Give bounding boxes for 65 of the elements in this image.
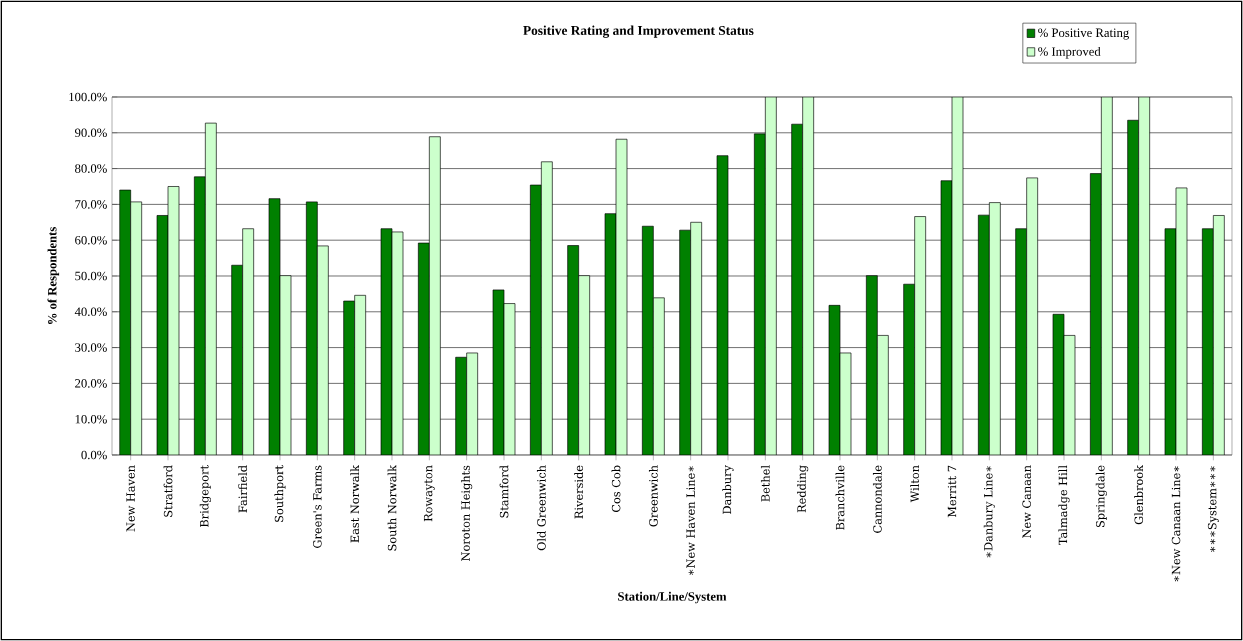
- y-axis-title: % of Respondents: [47, 227, 60, 324]
- x-tick-label: ∗Danbury Line∗: [983, 466, 995, 558]
- bar: [802, 96, 815, 455]
- y-tick-label: 10.0%: [75, 414, 107, 424]
- x-tick-label: Branchville: [835, 465, 845, 530]
- y-tick-label: 90.0%: [75, 128, 107, 138]
- y-tick-label: 50.0%: [75, 271, 107, 281]
- x-tick-label: Riverside: [574, 465, 584, 519]
- x-tick-label: Rowayton: [423, 465, 435, 522]
- x-tick-label: Talmadge Hill: [1058, 465, 1070, 546]
- legend-label: % Positive Rating: [1038, 28, 1129, 40]
- x-tick-label: New Canaan: [1022, 465, 1031, 538]
- bar: [1100, 96, 1113, 455]
- bar: [242, 228, 255, 455]
- y-tick-label: 40.0%: [74, 307, 107, 317]
- x-tick-label: Stamford: [499, 465, 509, 518]
- x-axis-title: Station/Line/System: [618, 591, 727, 604]
- x-tick-label: ∗New Canaan Line∗: [1171, 466, 1181, 582]
- x-tick-label: Noroton Heights: [461, 465, 473, 561]
- bar: [205, 122, 217, 455]
- x-tick-label: Cos Cob: [611, 465, 621, 513]
- x-tick-label: Merritt 7: [947, 465, 957, 518]
- x-tick-label: Wilton: [910, 465, 920, 503]
- bar: [1212, 215, 1225, 455]
- x-tick-label: Redding: [797, 465, 809, 513]
- bar: [317, 245, 329, 455]
- x-tick-label: Green's Farms: [313, 465, 322, 548]
- y-tick-label: 70.0%: [75, 200, 107, 209]
- bar: [354, 294, 367, 455]
- bar: [914, 216, 927, 455]
- bar: [1138, 96, 1150, 455]
- y-tick-label: 30.0%: [75, 343, 107, 352]
- x-tick-label: Fairfield: [238, 465, 248, 513]
- x-tick-label: Southport: [274, 465, 286, 522]
- y-tick-label: 20.0%: [75, 379, 107, 388]
- y-tick-label: 100.0%: [69, 92, 107, 102]
- x-tick-label: Springdale: [1095, 465, 1107, 528]
- x-tick-label: East Norwalk: [350, 464, 360, 543]
- x-tick-label: Stratford: [163, 465, 173, 517]
- bar: [652, 297, 665, 455]
- x-tick-label: Cannondale: [872, 465, 882, 533]
- bar: [690, 221, 703, 455]
- x-tick-label: South Norwalk: [387, 464, 397, 551]
- x-tick-label: ∗∗∗System∗∗∗: [1207, 466, 1219, 553]
- bar: [130, 201, 143, 455]
- x-tick-label: Old Greenwich: [536, 465, 546, 551]
- bar: [578, 275, 591, 455]
- x-tick-label: Glenbrook: [1134, 464, 1144, 525]
- x-tick-label: Bethel: [760, 465, 770, 502]
- x-tick-label: Danbury: [722, 465, 734, 514]
- y-tick-label: 60.0%: [75, 235, 107, 245]
- y-tick-label: 80.0%: [75, 164, 107, 173]
- x-tick-label: Greenwich: [648, 465, 658, 527]
- bar: [988, 202, 1001, 455]
- bar: [764, 96, 777, 455]
- bar: [541, 161, 553, 455]
- x-tick-label: Bridgeport: [199, 465, 211, 528]
- bar: [876, 335, 889, 455]
- bar: [1026, 177, 1038, 455]
- x-tick-label: ∗New Haven Line∗: [686, 466, 695, 575]
- bar: [429, 136, 441, 455]
- chart-title: Positive Rating and Improvement Status: [523, 25, 754, 38]
- legend-label: % Improved: [1038, 46, 1101, 59]
- x-tick-label: New Haven: [126, 465, 135, 532]
- y-tick-label: 0.0%: [81, 450, 107, 460]
